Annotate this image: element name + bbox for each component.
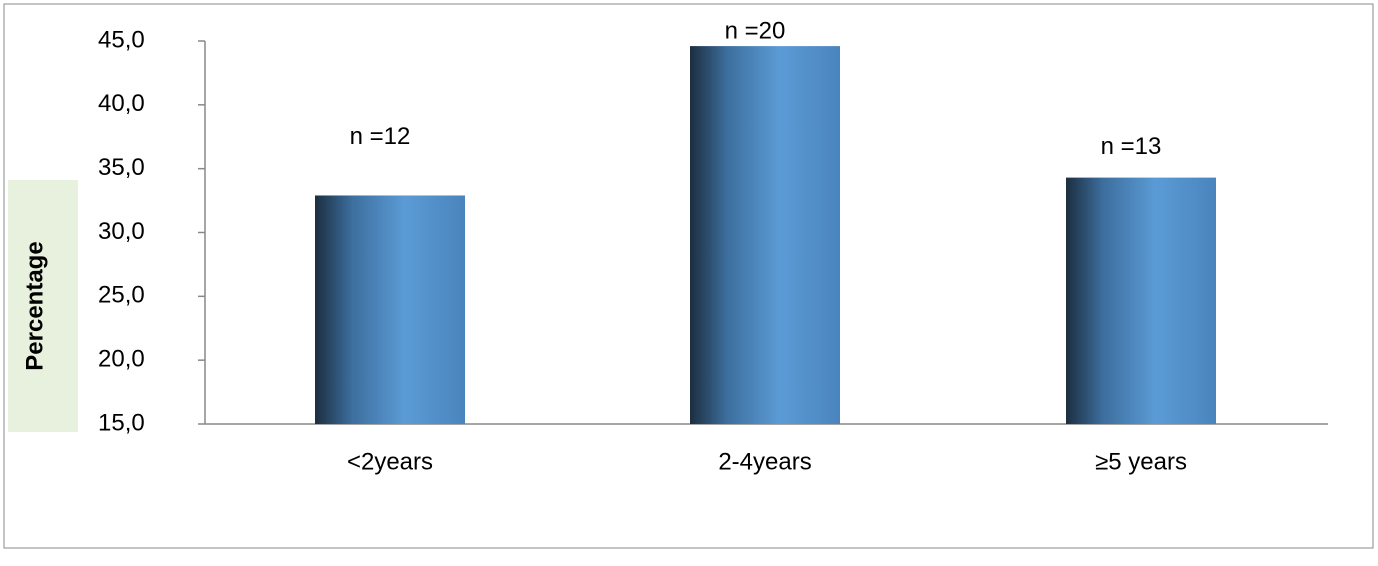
bar-annotation: n =12 xyxy=(350,123,411,150)
y-tick-label: 35,0 xyxy=(98,154,145,181)
y-tick-label: 40,0 xyxy=(98,90,145,117)
x-tick-label: 2-4years xyxy=(718,448,811,475)
bar-annotation: n =20 xyxy=(725,17,786,44)
y-tick-label: 45,0 xyxy=(98,26,145,53)
bar xyxy=(315,195,465,424)
y-label-box xyxy=(8,180,78,432)
y-tick-label: 20,0 xyxy=(98,346,145,373)
x-tick-label: ≥5 years xyxy=(1095,448,1187,475)
bar xyxy=(690,46,840,425)
x-tick-label: <2years xyxy=(347,448,433,475)
bar xyxy=(1066,177,1216,424)
y-tick-label: 25,0 xyxy=(98,282,145,309)
bar-annotation: n =13 xyxy=(1101,133,1162,160)
y-tick-label: 30,0 xyxy=(98,218,145,245)
y-axis-label: Percentage xyxy=(21,241,48,370)
y-tick-label: 15,0 xyxy=(98,409,145,436)
